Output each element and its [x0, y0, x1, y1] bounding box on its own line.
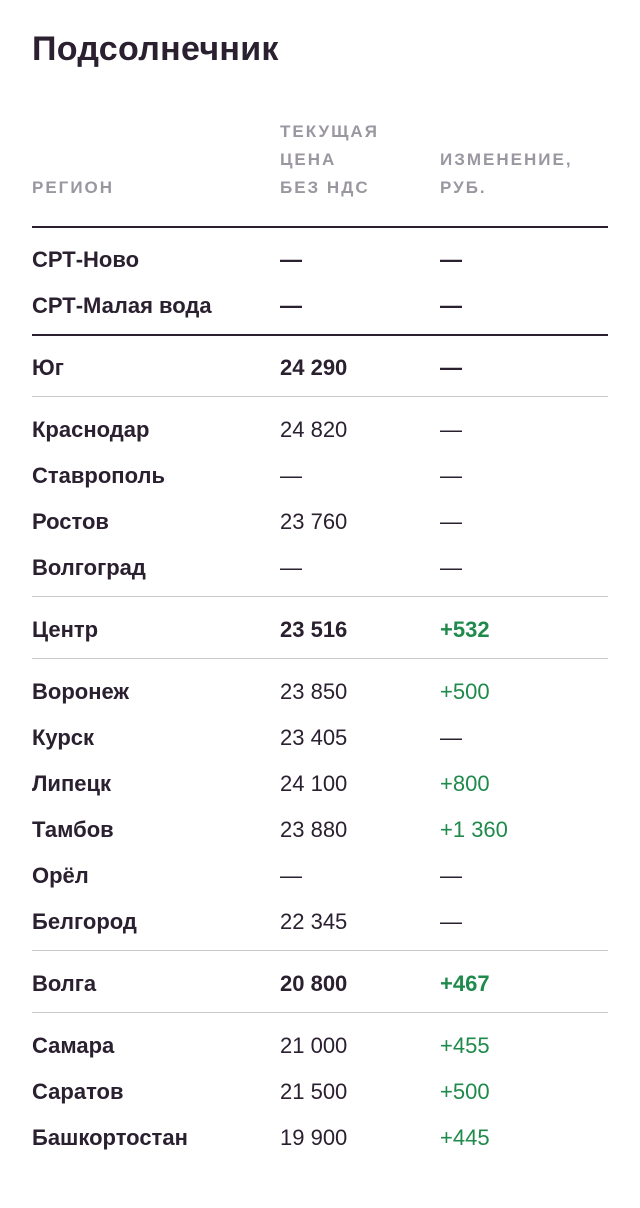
- table-row: Курск 23 405 —: [32, 721, 608, 755]
- change-value: —: [440, 355, 462, 380]
- row-divider: [32, 334, 608, 336]
- region-name: Липецк: [32, 771, 112, 796]
- row-divider: [32, 596, 608, 597]
- row-divider: [32, 950, 608, 951]
- table-row: Орёл — —: [32, 859, 608, 893]
- table-row-summary: СРТ-Ново — —: [32, 243, 608, 277]
- price-value: —: [280, 555, 302, 580]
- table-row-summary: СРТ-Малая вода — —: [32, 289, 608, 323]
- table-row: Башкортостан 19 900 +445: [32, 1121, 608, 1155]
- table-row: Тамбов 23 880 +1 360: [32, 813, 608, 847]
- price-value: 21 500: [280, 1079, 348, 1104]
- change-value: —: [440, 863, 462, 888]
- region-name: Башкортостан: [32, 1125, 188, 1150]
- change-value: —: [440, 909, 462, 934]
- region-name: Воронеж: [32, 679, 130, 704]
- region-name: Самара: [32, 1033, 115, 1058]
- price-value: —: [280, 463, 302, 488]
- region-name: Ростов: [32, 509, 109, 534]
- row-divider: [32, 396, 608, 397]
- change-value: —: [440, 417, 462, 442]
- table-row: Ставрополь — —: [32, 459, 608, 493]
- price-value: 23 880: [280, 817, 348, 842]
- price-table: СРТ-Ново — — СРТ-Малая вода — — Юг 24 290— Красн…: [32, 0, 608, 1208]
- table-row: Самара 21 000 +455: [32, 1029, 608, 1063]
- table-header: РЕГИОН ТЕКУЩАЯ ЦЕНА БЕЗ НДС ИЗМЕНЕНИЕ, Р…: [32, 118, 608, 228]
- table-row-summary: Волга 20 800 +467: [32, 967, 608, 1001]
- change-value: —: [440, 247, 462, 272]
- page-title: Подсолнечник: [32, 30, 279, 68]
- table-row: Воронеж 23 850 +500: [32, 675, 608, 709]
- change-value: +532: [440, 617, 490, 642]
- price-value: 23 760: [280, 509, 348, 534]
- region-name: Саратов: [32, 1079, 124, 1104]
- region-name: Курск: [32, 725, 95, 750]
- change-value: +800: [440, 771, 490, 796]
- price-value: 22 345: [280, 909, 348, 934]
- change-value: —: [440, 725, 462, 750]
- price-value: —: [280, 247, 302, 272]
- price-value: 21 000: [280, 1033, 348, 1058]
- change-value: —: [440, 555, 462, 580]
- price-value: 23 405: [280, 725, 348, 750]
- price-value: 19 900: [280, 1125, 348, 1150]
- change-value: —: [440, 509, 462, 534]
- price-value: —: [280, 293, 302, 318]
- price-value: 23 850: [280, 679, 348, 704]
- change-value: +455: [440, 1033, 490, 1058]
- region-name: Волга: [32, 971, 97, 996]
- change-value: +467: [440, 971, 490, 996]
- column-header-price: ТЕКУЩАЯ ЦЕНА БЕЗ НДС: [280, 122, 379, 197]
- price-value: 23 516: [280, 617, 348, 642]
- price-value: 24 100: [280, 771, 348, 796]
- region-name: Юг: [32, 355, 64, 380]
- table-row: Краснодар 24 820 —: [32, 413, 608, 447]
- region-name: Ставрополь: [32, 463, 165, 488]
- region-name: СРТ-Ново: [32, 247, 140, 272]
- region-name: Волгоград: [32, 555, 146, 580]
- region-name: Белгород: [32, 909, 137, 934]
- change-value: +500: [440, 1079, 490, 1104]
- row-divider: [32, 658, 608, 659]
- change-value: +1 360: [440, 817, 508, 842]
- region-name: Орёл: [32, 863, 89, 888]
- table-row-summary: Юг 24 290 —: [32, 351, 608, 385]
- region-name: Центр: [32, 617, 99, 642]
- price-value: 20 800: [280, 971, 348, 996]
- table-row: Волгоград — —: [32, 551, 608, 585]
- price-value: 24 290: [280, 355, 348, 380]
- change-value: —: [440, 293, 462, 318]
- table-row: Липецк 24 100 +800: [32, 767, 608, 801]
- table-row-summary: Центр 23 516 +532: [32, 613, 608, 647]
- table-row: Белгород 22 345 —: [32, 905, 608, 939]
- row-divider: [32, 1012, 608, 1013]
- price-value: —: [280, 863, 302, 888]
- table-row: Саратов 21 500 +500: [32, 1075, 608, 1109]
- table-row: Ростов 23 760 —: [32, 505, 608, 539]
- column-header-change: ИЗМЕНЕНИЕ, РУБ.: [440, 150, 573, 197]
- change-value: +500: [440, 679, 490, 704]
- change-value: +445: [440, 1125, 490, 1150]
- column-header-region: РЕГИОН: [32, 178, 115, 197]
- region-name: Краснодар: [32, 417, 150, 442]
- price-value: 24 820: [280, 417, 348, 442]
- region-name: СРТ-Малая вода: [32, 293, 212, 318]
- region-name: Тамбов: [32, 817, 114, 842]
- change-value: —: [440, 463, 462, 488]
